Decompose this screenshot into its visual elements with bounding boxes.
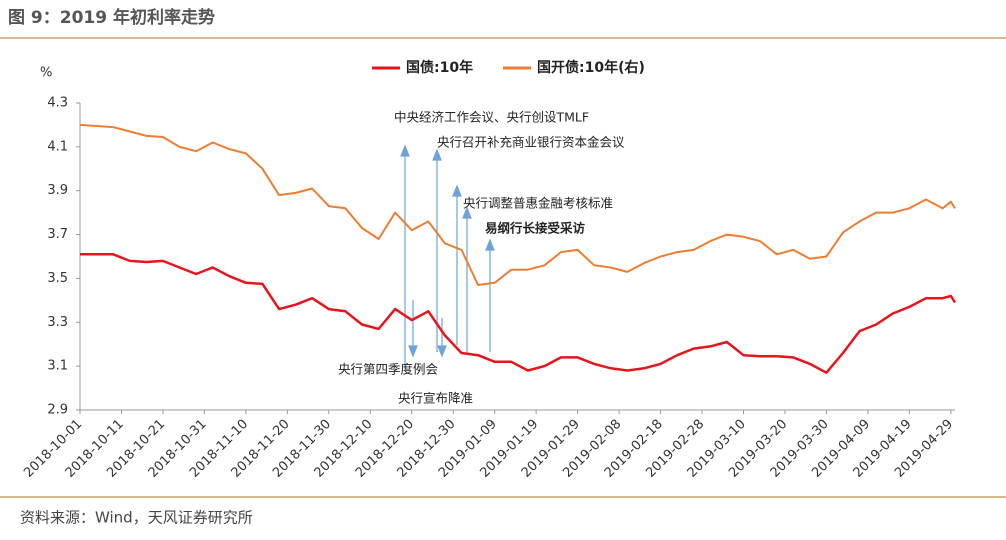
legend-label: 国开债:10年(右) bbox=[537, 59, 645, 76]
annotation: 央行调整普惠金融考核标准 bbox=[463, 196, 613, 211]
annotation: 易纲行长接受采访 bbox=[485, 221, 586, 236]
y-tick-label: 2.9 bbox=[47, 403, 68, 418]
annotation: 央行召开补充商业银行资本金会议 bbox=[437, 135, 625, 150]
series-line bbox=[79, 123, 956, 286]
source: 资料来源：Wind，天风证券研究所 bbox=[20, 509, 253, 527]
y-tick-label: 3.1 bbox=[47, 359, 68, 374]
legend-label: 国债:10年 bbox=[406, 59, 473, 76]
y-tick-label: 3.7 bbox=[47, 227, 68, 242]
y-tick-label: 3.9 bbox=[47, 183, 68, 198]
y-tick-label: 3.5 bbox=[47, 271, 68, 286]
y-unit: % bbox=[40, 66, 52, 81]
annotation: 央行第四季度例会 bbox=[338, 362, 439, 377]
y-tick-label: 3.3 bbox=[47, 315, 68, 330]
series-line bbox=[80, 253, 957, 374]
page-title: 图 9：2019 年初利率走势 bbox=[8, 7, 215, 28]
annotation: 中央经济工作会议、央行创设TMLF bbox=[394, 110, 589, 125]
annotation: 央行宣布降准 bbox=[398, 391, 473, 406]
y-tick-label: 4.3 bbox=[47, 96, 68, 111]
arrows bbox=[400, 144, 495, 370]
y-tick-label: 4.1 bbox=[47, 139, 68, 154]
